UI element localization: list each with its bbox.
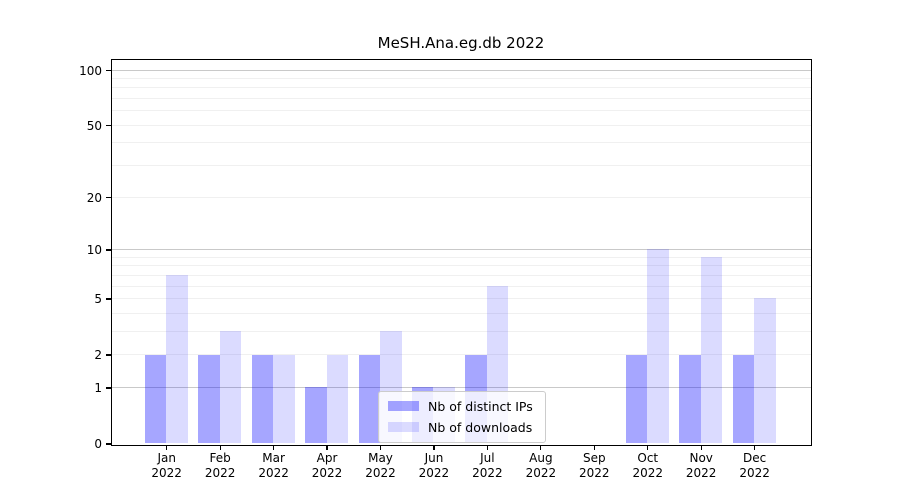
y-tick-100 (106, 69, 112, 72)
x-tick-mar (272, 445, 275, 450)
legend: Nb of distinct IPs Nb of downloads (378, 390, 546, 443)
gridline-y-20 (112, 196, 811, 198)
x-tick-label-month-jun: Jun (424, 451, 444, 465)
gridline-y-40 (112, 142, 811, 144)
gridline-y-90 (112, 77, 811, 79)
x-tick-label-year-feb: 2022 (204, 466, 236, 480)
x-tick-label-month-nov: Nov (689, 451, 713, 465)
y-tick-50 (106, 125, 112, 127)
x-tick-label-month-may: May (368, 451, 393, 465)
x-tick-feb (219, 445, 221, 450)
y-tick-label-1: 1 (94, 380, 102, 395)
bar-downloads-jan (166, 275, 188, 444)
gridline-y-70 (112, 98, 811, 100)
bar-distinct-ips-dec (732, 354, 755, 444)
y-tick-label-100: 100 (79, 63, 102, 78)
x-tick-label-year-apr: 2022 (311, 466, 343, 480)
bar-distinct-ips-may (358, 354, 380, 444)
gridline-y-6 (112, 285, 811, 287)
y-tick-0 (106, 443, 112, 445)
bar-distinct-ips-nov (679, 354, 701, 444)
y-tick-label-2: 2 (94, 348, 102, 363)
gridline-y-7 (112, 274, 811, 276)
gridline-y-9 (112, 256, 811, 258)
x-tick-label-year-jul: 2022 (472, 466, 503, 480)
plot-inner (112, 60, 811, 445)
bar-downloads-dec (754, 298, 776, 444)
gridline-y-5 (112, 297, 811, 299)
x-tick-may (379, 445, 382, 450)
y-tick-10 (106, 249, 112, 251)
x-tick-label-month-mar: Mar (262, 451, 285, 465)
bar-downloads-oct (647, 249, 669, 444)
gridline-y-1 (112, 386, 811, 388)
x-tick-label-month-jan: Jan (157, 451, 176, 465)
bar-downloads-mar (273, 354, 295, 444)
gridline-y-30 (112, 165, 811, 167)
y-tick-label-0: 0 (94, 437, 102, 451)
legend-swatch-distinct-ips (388, 401, 419, 411)
y-tick-label-50: 50 (86, 118, 102, 133)
legend-swatch-downloads (388, 422, 419, 432)
y-tick-label-5: 5 (94, 291, 102, 306)
x-tick-label-year-mar: 2022 (258, 466, 289, 480)
x-tick-label-year-oct: 2022 (632, 466, 664, 480)
gridline-y-60 (112, 110, 811, 112)
x-tick-label-year-dec: 2022 (739, 466, 770, 480)
gridline-y-3 (112, 330, 811, 332)
x-tick-jul (486, 445, 489, 450)
bar-distinct-ips-apr (305, 387, 327, 444)
x-tick-label-year-jan: 2022 (151, 466, 182, 480)
plot-area: Nb of distinct IPs Nb of downloads (111, 58, 812, 446)
gridline-y-4 (112, 312, 811, 314)
bar-distinct-ips-jan (144, 354, 167, 444)
y-tick-label-10: 10 (86, 242, 102, 257)
x-tick-sep (593, 445, 595, 450)
x-tick-label-month-jul: Jul (480, 451, 495, 465)
legend-item-downloads: Nb of downloads (388, 420, 537, 435)
x-tick-label-year-aug: 2022 (525, 466, 557, 480)
x-tick-label-month-oct: Oct (637, 451, 659, 465)
bar-downloads-feb (219, 331, 242, 444)
bar-distinct-ips-mar (251, 354, 274, 444)
x-tick-jan (166, 445, 168, 450)
x-tick-nov (700, 445, 702, 450)
x-tick-dec (754, 445, 756, 450)
x-tick-label-year-jun: 2022 (418, 466, 450, 480)
x-tick-label-year-may: 2022 (365, 466, 396, 480)
bar-distinct-ips-feb (198, 354, 220, 444)
y-tick-1 (106, 387, 112, 389)
gridline-y-10 (112, 248, 811, 250)
gridline-y-2 (112, 354, 811, 356)
gridline-y-80 (112, 87, 811, 89)
bar-distinct-ips-oct (625, 354, 648, 444)
x-tick-label-month-feb: Feb (209, 451, 231, 465)
x-tick-label-month-dec: Dec (743, 451, 767, 465)
x-tick-apr (326, 445, 328, 450)
legend-label-distinct-ips: Nb of distinct IPs (428, 398, 533, 414)
x-tick-label-month-apr: Apr (316, 451, 338, 465)
legend-item-distinct-ips: Nb of distinct IPs (388, 399, 537, 414)
y-tick-5 (106, 298, 112, 300)
x-tick-aug (540, 445, 542, 450)
x-tick-oct (647, 445, 649, 450)
x-tick-label-year-nov: 2022 (685, 466, 717, 480)
legend-label-downloads: Nb of downloads (428, 419, 533, 435)
bar-downloads-nov (700, 257, 723, 444)
x-tick-label-year-sep: 2022 (579, 466, 610, 480)
x-tick-label-month-sep: Sep (582, 451, 606, 465)
y-tick-label-20: 20 (86, 190, 102, 205)
gridline-y-50 (112, 124, 811, 126)
x-tick-label-month-aug: Aug (529, 451, 553, 465)
y-tick-2 (106, 354, 112, 356)
gridline-y-100 (112, 69, 811, 71)
x-tick-jun (433, 445, 435, 450)
chart-title: MeSH.Ana.eg.db 2022 (377, 34, 545, 52)
gridline-y-8 (112, 265, 811, 267)
bar-downloads-apr (326, 354, 349, 444)
y-tick-20 (106, 196, 112, 199)
